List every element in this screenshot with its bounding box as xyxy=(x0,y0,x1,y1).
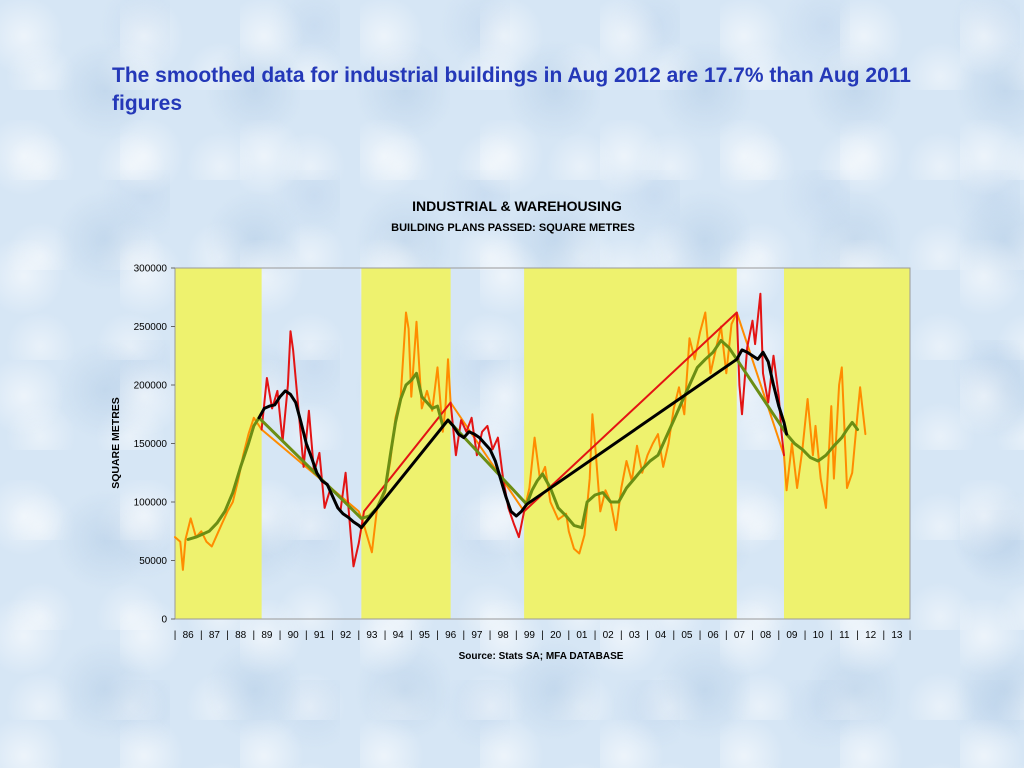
x-tick-separator: | xyxy=(830,630,833,641)
x-tick-separator: | xyxy=(200,630,203,641)
x-tick-label: 98 xyxy=(498,630,510,641)
x-tick-separator: | xyxy=(174,630,177,641)
x-tick-separator: | xyxy=(226,630,229,641)
x-tick-label: 92 xyxy=(340,630,352,641)
x-tick-separator: | xyxy=(384,630,387,641)
x-tick-separator: | xyxy=(331,630,334,641)
x-tick-separator: | xyxy=(436,630,439,641)
x-tick-label: 05 xyxy=(681,630,693,641)
x-tick-separator: | xyxy=(594,630,597,641)
x-tick-separator: | xyxy=(541,630,544,641)
x-tick-separator: | xyxy=(462,630,465,641)
x-tick-label: 10 xyxy=(813,630,825,641)
y-tick-label: 250000 xyxy=(134,322,168,333)
x-tick-separator: | xyxy=(489,630,492,641)
x-tick-separator: | xyxy=(777,630,780,641)
x-tick-label: 90 xyxy=(288,630,300,641)
y-tick-label: 150000 xyxy=(134,439,168,450)
x-tick-label: 02 xyxy=(603,630,615,641)
x-tick-label: 08 xyxy=(760,630,772,641)
x-tick-separator: | xyxy=(620,630,623,641)
shaded-period-3 xyxy=(524,268,737,619)
x-tick-separator: | xyxy=(804,630,807,641)
x-tick-label: 91 xyxy=(314,630,326,641)
x-tick-separator: | xyxy=(252,630,255,641)
x-tick-separator: | xyxy=(672,630,675,641)
x-tick-label: 89 xyxy=(261,630,273,641)
y-tick-label: 0 xyxy=(161,615,167,626)
x-tick-separator: | xyxy=(909,630,912,641)
shaded-period-4 xyxy=(784,268,910,619)
x-tick-separator: | xyxy=(515,630,518,641)
x-tick-label: 95 xyxy=(419,630,431,641)
shaded-periods xyxy=(175,268,910,619)
x-tick-separator: | xyxy=(882,630,885,641)
chart-title: INDUSTRIAL & WAREHOUSING xyxy=(412,198,622,214)
y-axis-title: SQUARE METRES xyxy=(110,397,122,489)
x-tick-label: 93 xyxy=(366,630,378,641)
x-tick-label: 88 xyxy=(235,630,247,641)
y-tick-label: 50000 xyxy=(139,556,167,567)
x-tick-label: 03 xyxy=(629,630,641,641)
x-tick-separator: | xyxy=(646,630,649,641)
series-line-smooth-black xyxy=(257,348,789,530)
x-tick-separator: | xyxy=(856,630,859,641)
x-tick-label: 94 xyxy=(393,630,405,641)
chart-subtitle: BUILDING PLANS PASSED: SQUARE METRES xyxy=(391,222,635,234)
x-tick-separator: | xyxy=(699,630,702,641)
x-tick-label: 99 xyxy=(524,630,536,641)
x-tick-separator: | xyxy=(305,630,308,641)
x-tick-label: 09 xyxy=(786,630,798,641)
x-tick-separator: | xyxy=(357,630,360,641)
x-tick-label: 97 xyxy=(471,630,483,641)
x-tick-separator: | xyxy=(725,630,728,641)
x-tick-label: 01 xyxy=(576,630,588,641)
x-tick-label: 12 xyxy=(865,630,877,641)
x-tick-separator: | xyxy=(567,630,570,641)
y-tick-label: 100000 xyxy=(134,498,168,509)
x-tick-label: 07 xyxy=(734,630,746,641)
x-tick-label: 87 xyxy=(209,630,221,641)
source-note: Source: Stats SA; MFA DATABASE xyxy=(459,651,624,662)
x-tick-separator: | xyxy=(751,630,754,641)
x-tick-label: 04 xyxy=(655,630,667,641)
x-tick-label: 13 xyxy=(891,630,903,641)
x-tick-separator: | xyxy=(279,630,282,641)
page-headline: The smoothed data for industrial buildin… xyxy=(112,64,911,115)
y-tick-label: 300000 xyxy=(134,264,168,275)
x-tick-label: 86 xyxy=(183,630,195,641)
axes: 0 50000 100000 150000 200000 250000 300000 | | | |… xyxy=(134,264,912,642)
x-tick-label: 06 xyxy=(708,630,720,641)
x-tick-label: 96 xyxy=(445,630,457,641)
x-tick-label: 11 xyxy=(839,630,850,641)
data-series xyxy=(174,292,867,571)
x-tick-separator: | xyxy=(410,630,413,641)
x-tick-label: 20 xyxy=(550,630,562,641)
y-tick-label: 200000 xyxy=(134,381,168,392)
